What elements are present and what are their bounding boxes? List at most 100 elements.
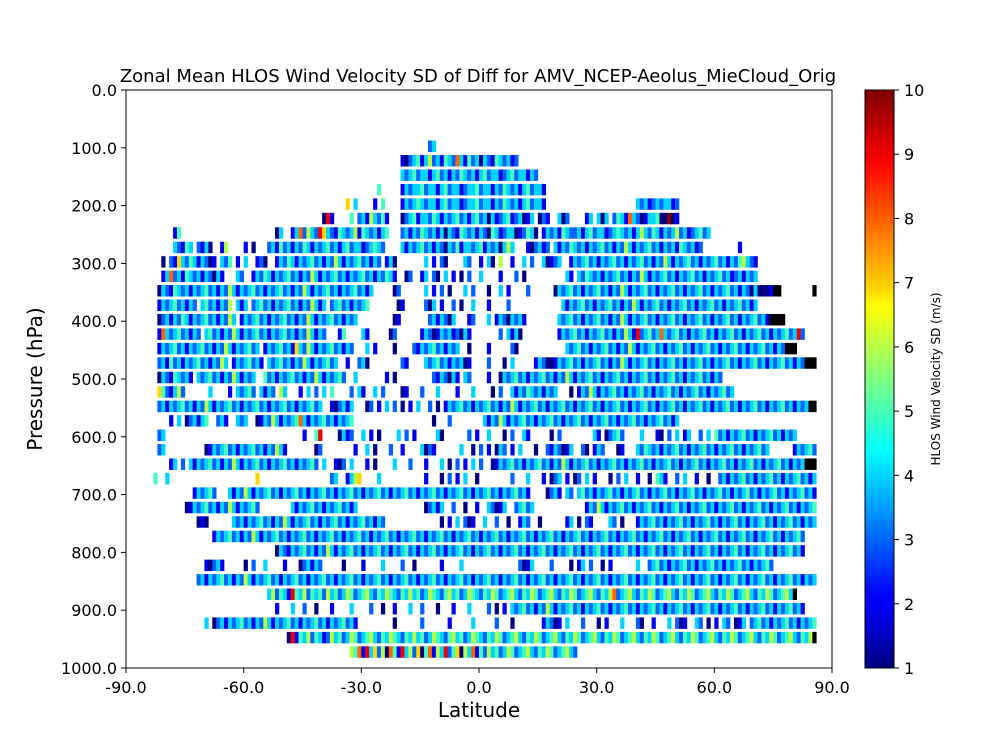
heatmap-cell [549, 227, 554, 239]
heatmap-cell [804, 357, 809, 369]
heatmap-cell [310, 631, 315, 644]
heatmap-cell [647, 415, 652, 427]
heatmap-cell [192, 299, 197, 311]
heatmap-cell [251, 530, 256, 543]
heatmap-cell [275, 602, 280, 615]
heatmap-cell [624, 212, 629, 225]
heatmap-cell [561, 458, 566, 470]
heatmap-cell [628, 588, 633, 600]
heatmap-cell [628, 357, 633, 369]
heatmap-cell [675, 198, 680, 210]
heatmap-cell [706, 270, 711, 283]
heatmap-cell [506, 241, 511, 254]
heatmap-cell [224, 285, 229, 297]
heatmap-cell [290, 328, 295, 340]
heatmap-cell [494, 530, 499, 543]
heatmap-cell [275, 458, 280, 470]
heatmap-cell [455, 631, 460, 644]
heatmap-cell [553, 444, 558, 456]
heatmap-cell [286, 342, 292, 355]
heatmap-cell [278, 415, 284, 427]
heatmap-cell [690, 313, 696, 326]
heatmap-cell [600, 602, 605, 615]
heatmap-cell [243, 501, 248, 514]
heatmap-cell [600, 270, 605, 283]
heatmap-cell [247, 501, 252, 514]
heatmap-cell [467, 256, 472, 268]
heatmap-cell [243, 516, 248, 528]
heatmap-cell [604, 530, 609, 543]
heatmap-cell [192, 487, 197, 499]
heatmap-cell [624, 530, 629, 543]
heatmap-cell [302, 256, 307, 268]
heatmap-cell [302, 574, 307, 586]
heatmap-cell [384, 588, 390, 600]
heatmap-cell [667, 371, 672, 384]
heatmap-cell [730, 313, 735, 326]
heatmap-cell [200, 285, 205, 297]
heatmap-cell [541, 472, 546, 485]
heatmap-cell [733, 574, 739, 586]
heatmap-cell [176, 328, 182, 340]
heatmap-cell [514, 328, 519, 340]
heatmap-cell [730, 386, 735, 398]
heatmap-cell [694, 400, 699, 413]
heatmap-cell [635, 487, 641, 499]
heatmap-cell [749, 501, 754, 514]
heatmap-cell [227, 371, 233, 384]
heatmap-cell [169, 357, 174, 369]
heatmap-cell [275, 588, 280, 600]
heatmap-cell [518, 545, 523, 557]
heatmap-cell [541, 458, 546, 470]
heatmap-cell [647, 328, 652, 340]
heatmap-cell [749, 328, 754, 340]
heatmap-cell [251, 357, 256, 369]
heatmap-cell [475, 588, 480, 600]
heatmap-cell [349, 516, 354, 528]
heatmap-cell [549, 530, 554, 543]
heatmap-cell [204, 285, 209, 297]
heatmap-cell [400, 227, 405, 239]
heatmap-cell [498, 313, 503, 326]
heatmap-cell [314, 256, 319, 268]
heatmap-cell [745, 559, 750, 572]
heatmap-cell [584, 545, 590, 557]
heatmap-cell [675, 429, 680, 442]
heatmap-cell [781, 602, 786, 615]
heatmap-cell [608, 285, 613, 297]
heatmap-cell [541, 530, 546, 543]
heatmap-cell [271, 270, 276, 283]
heatmap-cell [361, 357, 366, 369]
heatmap-cell [643, 241, 648, 254]
heatmap-cell [239, 342, 244, 355]
heatmap-cell [506, 169, 511, 181]
heatmap-cell [745, 313, 750, 326]
heatmap-cell [733, 501, 739, 514]
heatmap-cell [306, 285, 311, 297]
heatmap-cell [541, 227, 546, 239]
heatmap-cell [710, 371, 715, 384]
heatmap-cell [706, 285, 711, 297]
heatmap-cell [749, 545, 754, 557]
heatmap-cell [639, 516, 645, 528]
heatmap-cell [486, 646, 492, 658]
heatmap-cell [365, 487, 370, 499]
heatmap-cell [196, 371, 201, 384]
heatmap-cell [600, 299, 605, 311]
heatmap-cell [431, 299, 437, 311]
heatmap-cell [679, 299, 684, 311]
heatmap-cell [545, 415, 550, 427]
heatmap-cell [428, 342, 433, 355]
heatmap-cell [243, 357, 248, 369]
heatmap-cell [318, 574, 323, 586]
heatmap-cell [694, 588, 699, 600]
heatmap-cell [549, 371, 554, 384]
heatmap-cell [443, 270, 448, 283]
heatmap-cell [498, 501, 503, 514]
heatmap-cell [345, 256, 350, 268]
heatmap-cell [267, 285, 272, 297]
heatmap-cell [424, 342, 429, 355]
heatmap-cell [302, 299, 307, 311]
heatmap-cell [314, 342, 319, 355]
heatmap-cell [361, 516, 366, 528]
